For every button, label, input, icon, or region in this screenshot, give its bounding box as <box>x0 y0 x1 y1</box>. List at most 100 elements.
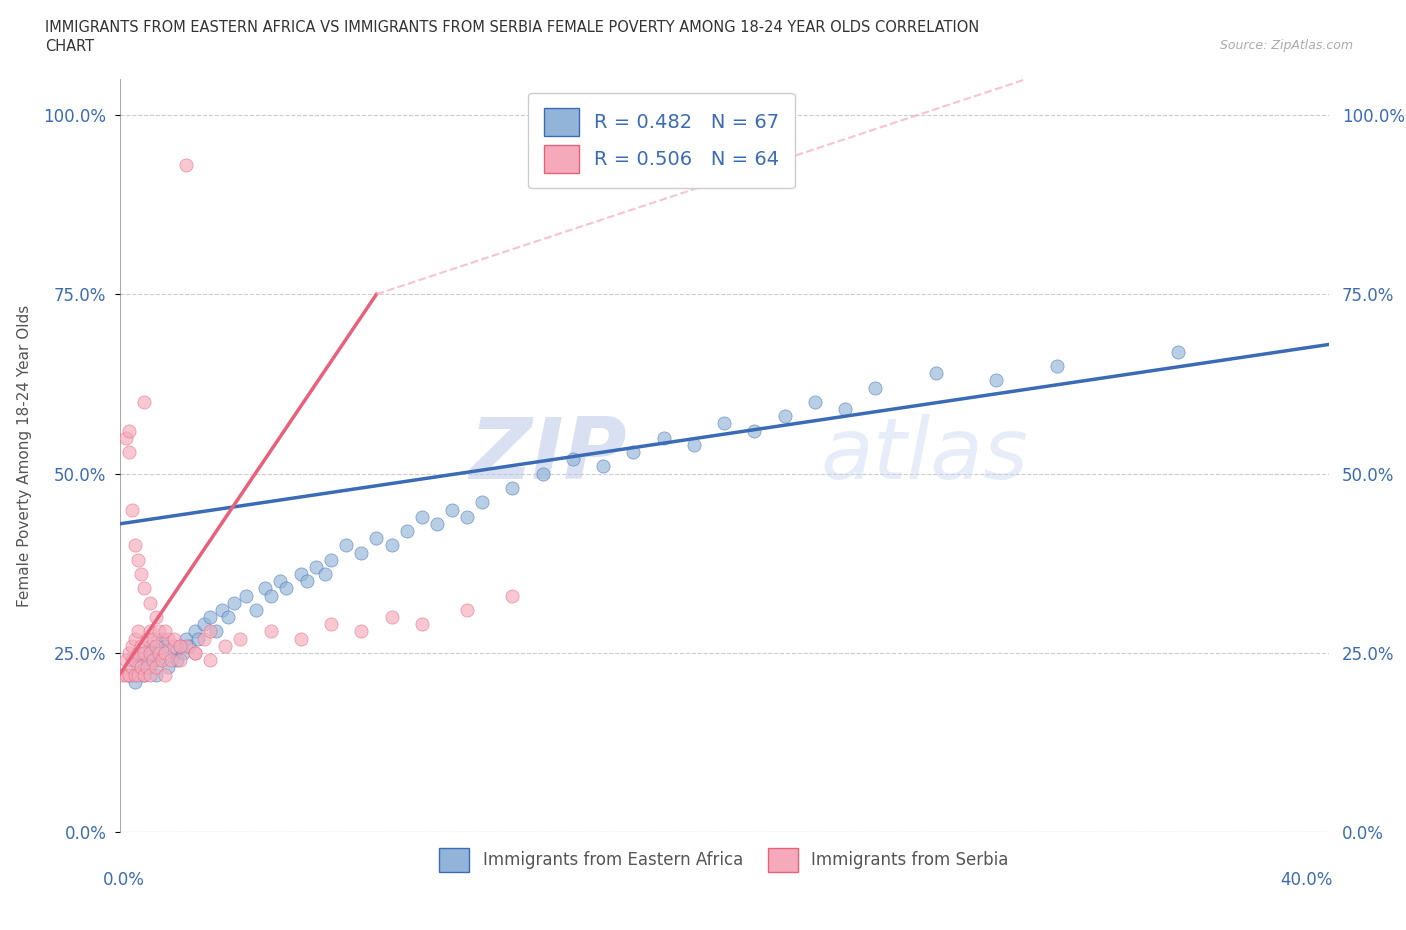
Point <box>129 645 152 660</box>
Point <box>114 653 136 668</box>
Point <box>259 588 281 603</box>
Point <box>135 653 157 668</box>
Point <box>217 610 239 625</box>
Point <box>127 645 149 660</box>
Point <box>245 603 267 618</box>
Point <box>804 394 827 409</box>
Point <box>269 574 291 589</box>
Y-axis label: Female Poverty Among 18-24 Year Olds: Female Poverty Among 18-24 Year Olds <box>17 305 32 607</box>
Point <box>169 638 191 653</box>
Point <box>501 588 523 603</box>
Point <box>129 660 152 675</box>
Point <box>148 653 170 668</box>
Point <box>121 653 143 668</box>
Text: atlas: atlas <box>821 414 1029 498</box>
Point <box>117 423 139 438</box>
Point <box>834 402 856 417</box>
Point <box>138 638 162 653</box>
Point <box>135 631 157 646</box>
Point <box>1045 359 1069 374</box>
Point <box>193 631 215 646</box>
Point <box>124 538 146 552</box>
Text: ZIP: ZIP <box>470 414 627 498</box>
Point <box>925 365 948 380</box>
Point <box>163 631 186 646</box>
Point <box>148 624 170 639</box>
Point <box>138 624 162 639</box>
Point <box>501 481 523 496</box>
Point <box>652 431 675 445</box>
Point <box>127 624 149 639</box>
Point <box>193 617 215 631</box>
Point <box>411 510 433 525</box>
Point <box>174 631 197 646</box>
Point <box>335 538 357 552</box>
Point <box>132 394 155 409</box>
Point <box>290 566 312 581</box>
Point <box>187 631 209 646</box>
Point <box>132 667 155 682</box>
Point <box>224 595 246 610</box>
Point <box>124 631 146 646</box>
Point <box>117 445 139 459</box>
Point <box>145 610 167 625</box>
Point <box>117 645 139 660</box>
Point <box>163 638 186 653</box>
Point <box>138 595 162 610</box>
Point <box>177 638 200 653</box>
Point <box>200 624 222 639</box>
Point <box>214 638 236 653</box>
Point <box>235 588 257 603</box>
Point <box>305 560 328 575</box>
Point <box>321 552 343 567</box>
Point <box>682 437 704 452</box>
Point <box>127 667 149 682</box>
Point <box>132 581 155 596</box>
Point <box>380 538 402 552</box>
Text: IMMIGRANTS FROM EASTERN AFRICA VS IMMIGRANTS FROM SERBIA FEMALE POVERTY AMONG 18: IMMIGRANTS FROM EASTERN AFRICA VS IMMIGR… <box>45 20 979 35</box>
Point <box>166 653 188 668</box>
Point <box>129 566 152 581</box>
Point <box>380 610 402 625</box>
Text: 40.0%: 40.0% <box>1281 871 1333 889</box>
Point <box>350 624 373 639</box>
Legend: Immigrants from Eastern Africa, Immigrants from Serbia: Immigrants from Eastern Africa, Immigran… <box>433 842 1015 878</box>
Point <box>127 552 149 567</box>
Point <box>350 545 373 560</box>
Point <box>142 653 165 668</box>
Point <box>150 631 173 646</box>
Point <box>440 502 463 517</box>
Point <box>295 574 318 589</box>
Point <box>314 566 336 581</box>
Point <box>145 667 167 682</box>
Point <box>153 667 176 682</box>
Point <box>153 645 176 660</box>
Point <box>259 624 281 639</box>
Point <box>124 667 146 682</box>
Point <box>117 667 139 682</box>
Point <box>145 638 167 653</box>
Point <box>114 667 136 682</box>
Point <box>200 610 222 625</box>
Point <box>124 674 146 689</box>
Text: 0.0%: 0.0% <box>103 871 145 889</box>
Point <box>156 631 179 646</box>
Point <box>114 431 136 445</box>
Point <box>290 631 312 646</box>
Point <box>184 645 207 660</box>
Text: CHART: CHART <box>45 39 94 54</box>
Point <box>1166 344 1188 359</box>
Point <box>129 638 152 653</box>
Point <box>773 409 796 424</box>
Point <box>621 445 644 459</box>
Point <box>132 667 155 682</box>
Point <box>229 631 252 646</box>
Point <box>124 653 146 668</box>
Point <box>174 158 197 173</box>
Point <box>150 653 173 668</box>
Point <box>456 510 478 525</box>
Point <box>863 380 886 395</box>
Point <box>205 624 228 639</box>
Point <box>561 452 585 467</box>
Point <box>984 373 1007 388</box>
